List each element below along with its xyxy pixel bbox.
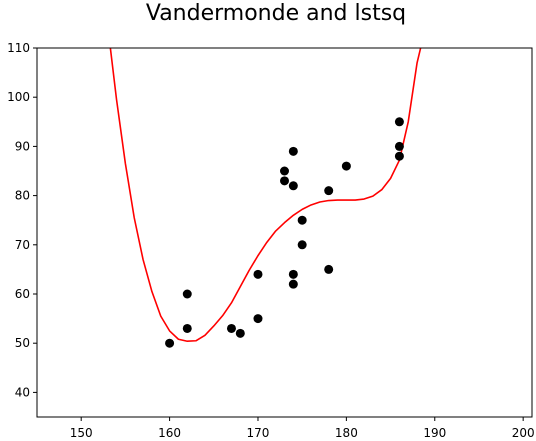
scatter-point [226,323,236,333]
x-tick-label: 170 [247,426,270,440]
y-tick-label: 60 [15,287,30,301]
x-tick-label: 190 [423,426,446,440]
x-tick-label: 150 [70,426,93,440]
scatter-point [394,141,404,151]
scatter-point [182,323,192,333]
y-tick-label: 90 [15,139,30,153]
scatter-point [394,151,404,161]
scatter-point [288,279,298,289]
scatter-point [324,264,334,274]
scatter-point [324,186,334,196]
scatter-point [253,314,263,324]
plot-frame [36,47,533,418]
scatter-point [280,166,289,176]
y-tick-label: 110 [7,41,30,55]
scatter-point [182,289,192,299]
y-tick-label: 100 [7,90,30,104]
scatter-point [288,269,298,279]
scatter-point [297,215,307,225]
scatter-point [235,328,245,338]
y-tick-label: 70 [15,238,30,252]
scatter-point [288,181,298,191]
scatter-point [288,146,298,156]
x-tick-label: 160 [158,426,181,440]
x-tick-label: 200 [512,426,535,440]
chart-title: Vandermonde and lstsq [146,1,406,26]
scatter-point [394,117,404,127]
y-tick-label: 40 [15,385,30,399]
fit-curve-line [109,48,422,343]
y-tick-label: 50 [15,336,30,350]
scatter-point [297,240,307,250]
scatter-point [253,269,263,279]
scatter-point [280,176,289,186]
y-tick-label: 80 [15,189,30,203]
x-tick-label: 180 [335,426,358,440]
scatter-point [165,338,175,348]
scatter-point [341,161,351,171]
